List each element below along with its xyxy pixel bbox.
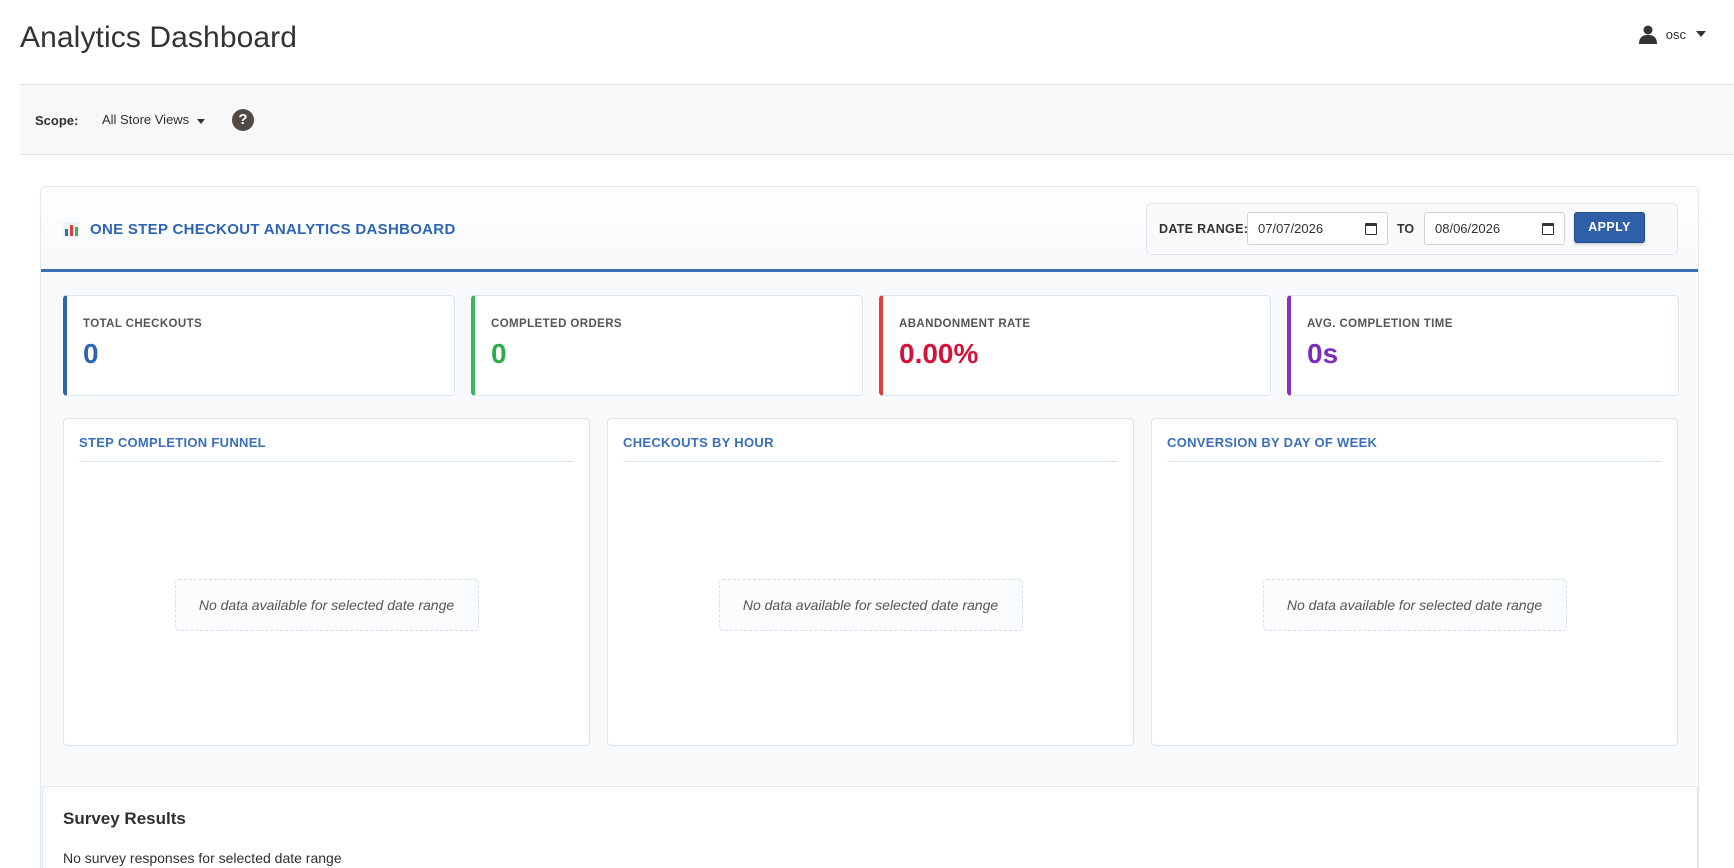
panel-title: CONVERSION BY DAY OF WEEK <box>1167 435 1662 462</box>
date-to-label: TO <box>1397 222 1415 236</box>
date-to-input[interactable]: 08/06/2026 <box>1424 212 1565 245</box>
panel-checkouts-by-hour: CHECKOUTS BY HOUR No data available for … <box>607 418 1134 746</box>
empty-state-message: No data available for selected date rang… <box>1262 579 1567 631</box>
empty-state-message: No data available for selected date rang… <box>174 579 479 631</box>
stat-card-completed-orders: COMPLETED ORDERS 0 <box>471 295 863 396</box>
date-to-value: 08/06/2026 <box>1435 221 1501 236</box>
scope-label: Scope: <box>35 113 79 128</box>
bar-chart-icon <box>63 222 80 237</box>
dashboard-title-text: ONE STEP CHECKOUT ANALYTICS DASHBOARD <box>90 221 456 238</box>
survey-title: Survey Results <box>63 809 186 828</box>
help-icon[interactable]: ? <box>232 109 254 131</box>
date-range-label: DATE RANGE: <box>1159 222 1249 236</box>
stat-value: 0s <box>1307 338 1339 369</box>
survey-results-section: Survey Results No survey responses for s… <box>42 786 1698 868</box>
calendar-icon[interactable] <box>1365 223 1377 235</box>
apply-button[interactable]: APPLY <box>1574 212 1645 243</box>
user-name: osc <box>1665 26 1686 42</box>
stat-card-abandonment-rate: ABANDONMENT RATE 0.00% <box>879 295 1271 396</box>
scope-selected-value: All Store Views <box>102 112 190 127</box>
stat-card-avg-completion-time: AVG. COMPLETION TIME 0s <box>1287 295 1679 396</box>
panel-title: CHECKOUTS BY HOUR <box>623 435 1118 462</box>
dashboard-header: ONE STEP CHECKOUT ANALYTICS DASHBOARD DA… <box>41 187 1698 272</box>
panel-conversion-by-day-of-week: CONVERSION BY DAY OF WEEK No data availa… <box>1151 418 1678 746</box>
empty-state-message: No data available for selected date rang… <box>718 579 1023 631</box>
user-menu[interactable]: osc <box>1638 24 1706 44</box>
date-from-input[interactable]: 07/07/2026 <box>1247 212 1388 245</box>
survey-empty-message: No survey responses for selected date ra… <box>63 850 342 866</box>
page-header: Analytics Dashboard osc <box>0 0 1734 84</box>
stat-label: COMPLETED ORDERS <box>491 318 622 330</box>
stat-label: TOTAL CHECKOUTS <box>83 318 203 330</box>
date-range-filter: DATE RANGE: 07/07/2026 TO 08/06/2026 APP… <box>1146 203 1678 255</box>
stat-label: ABANDONMENT RATE <box>899 318 1031 330</box>
user-icon <box>1638 25 1657 44</box>
stat-value: 0 <box>491 338 507 369</box>
page-title: Analytics Dashboard <box>20 21 298 54</box>
chevron-down-icon <box>1696 31 1706 37</box>
date-from-value: 07/07/2026 <box>1258 221 1324 236</box>
panel-title: STEP COMPLETION FUNNEL <box>79 435 574 462</box>
calendar-icon[interactable] <box>1542 223 1554 235</box>
scope-bar: Scope: All Store Views ? <box>20 84 1734 155</box>
stat-label: AVG. COMPLETION TIME <box>1307 318 1453 330</box>
stat-value: 0 <box>83 338 99 369</box>
panel-step-completion-funnel: STEP COMPLETION FUNNEL No data available… <box>63 418 590 746</box>
dashboard-title: ONE STEP CHECKOUT ANALYTICS DASHBOARD <box>63 221 456 238</box>
checkout-analytics-dashboard: ONE STEP CHECKOUT ANALYTICS DASHBOARD DA… <box>40 186 1699 868</box>
chevron-down-icon <box>197 118 206 124</box>
stat-card-total-checkouts: TOTAL CHECKOUTS 0 <box>63 295 455 396</box>
scope-switcher[interactable]: All Store Views <box>102 112 206 127</box>
stat-value: 0.00% <box>899 338 979 369</box>
